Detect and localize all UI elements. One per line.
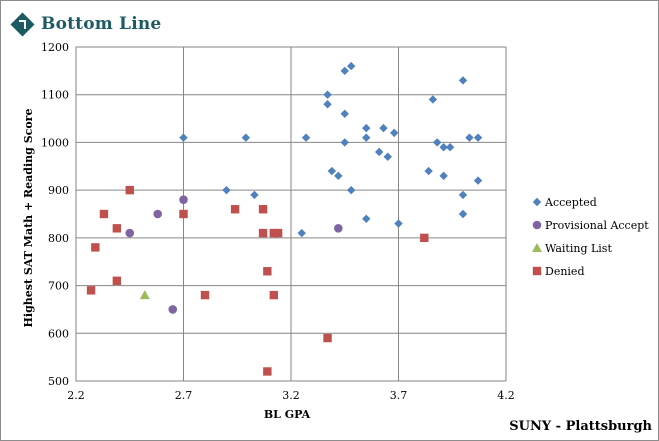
- legend-label-denied: Denied: [545, 265, 584, 278]
- accepted-point: [362, 214, 371, 223]
- denied-point: [269, 228, 278, 238]
- denied-point: [273, 228, 283, 238]
- accepted-point: [179, 133, 188, 142]
- accepted-point: [323, 100, 332, 109]
- x-tick-label: 2.7: [175, 389, 193, 402]
- accepted-point: [394, 219, 403, 228]
- denied-point: [263, 267, 272, 276]
- accepted-point: [458, 190, 468, 200]
- y-tick-label: 1200: [41, 41, 69, 54]
- accepted-point: [379, 123, 388, 133]
- legend-marker-denied: [532, 266, 542, 276]
- plot-area: [75, 46, 507, 382]
- y-tick-label: 500: [48, 375, 69, 388]
- legend-marker-waiting-list: [532, 243, 542, 252]
- accepted-point: [347, 61, 356, 71]
- denied-point: [125, 185, 134, 195]
- accepted-point: [374, 147, 384, 157]
- denied-point: [420, 233, 429, 243]
- x-tick-label: 2.2: [67, 389, 85, 402]
- school-label: SUNY - Plattsburgh: [509, 419, 652, 434]
- legend-label-waiting-list: Waiting List: [545, 242, 612, 255]
- accepted-point: [433, 138, 442, 147]
- y-tick-label: 600: [48, 327, 69, 340]
- x-axis-title: BL GPA: [264, 408, 311, 421]
- accepted-point: [390, 128, 399, 138]
- denied-point: [99, 209, 109, 219]
- accepted-point: [424, 166, 433, 176]
- accepted-point: [250, 190, 259, 200]
- denied-point: [112, 276, 122, 285]
- provisional-accept-point: [179, 195, 188, 204]
- denied-point: [200, 290, 210, 300]
- denied-point: [179, 209, 188, 219]
- accepted-point: [362, 133, 371, 142]
- denied-point: [86, 286, 96, 295]
- legend-marker-accepted: [532, 197, 542, 207]
- waiting-list-point: [139, 290, 150, 300]
- legend-label-accepted: Accepted: [544, 196, 597, 209]
- x-tick-label: 3.2: [282, 389, 300, 402]
- provisional-accept-point: [168, 305, 178, 314]
- y-axis-title: Highest SAT Math + Reading Score: [22, 109, 35, 328]
- brand-name: Bottom Line: [41, 14, 162, 34]
- accepted-point: [428, 95, 438, 104]
- accepted-point: [439, 171, 448, 181]
- x-tick-label: 4.2: [497, 389, 515, 402]
- accepted-point: [465, 133, 474, 142]
- accepted-point: [327, 166, 337, 176]
- provisional-accept-point: [153, 209, 162, 219]
- provisional-accept-point: [334, 224, 343, 233]
- accepted-point: [473, 133, 483, 142]
- denied-point: [112, 224, 122, 233]
- y-tick-label: 900: [48, 184, 69, 197]
- denied-point: [269, 290, 278, 300]
- accepted-point: [473, 176, 483, 185]
- accepted-point: [458, 209, 468, 219]
- y-tick-label: 1100: [41, 89, 69, 102]
- denied-point: [258, 205, 268, 214]
- accepted-point: [241, 133, 251, 142]
- y-tick-label: 800: [48, 232, 69, 245]
- denied-point: [258, 228, 268, 238]
- accepted-point: [334, 171, 343, 181]
- accepted-point: [458, 76, 468, 85]
- y-tick-label: 1000: [41, 136, 69, 149]
- accepted-point: [297, 228, 306, 238]
- accepted-point: [323, 90, 332, 99]
- brand-logo: Bottom Line: [9, 10, 161, 38]
- x-tick-label: 3.7: [390, 389, 408, 402]
- denied-point: [230, 205, 240, 214]
- accepted-point: [222, 185, 231, 195]
- accepted-point: [445, 143, 455, 152]
- denied-point: [323, 333, 332, 343]
- accepted-point: [301, 133, 311, 142]
- provisional-accept-point: [125, 228, 135, 238]
- denied-point: [91, 243, 100, 252]
- legend-label-provisional-accept: Provisional Accept: [545, 219, 649, 232]
- accepted-point: [439, 143, 448, 152]
- y-tick-label: 700: [48, 280, 69, 293]
- accepted-point: [383, 152, 392, 161]
- accepted-point: [340, 109, 349, 118]
- accepted-point: [362, 123, 371, 133]
- accepted-point: [347, 185, 356, 195]
- accepted-point: [340, 66, 349, 76]
- accepted-point: [340, 138, 349, 147]
- denied-point: [263, 367, 272, 376]
- legend-marker-provisional-accept: [532, 220, 542, 230]
